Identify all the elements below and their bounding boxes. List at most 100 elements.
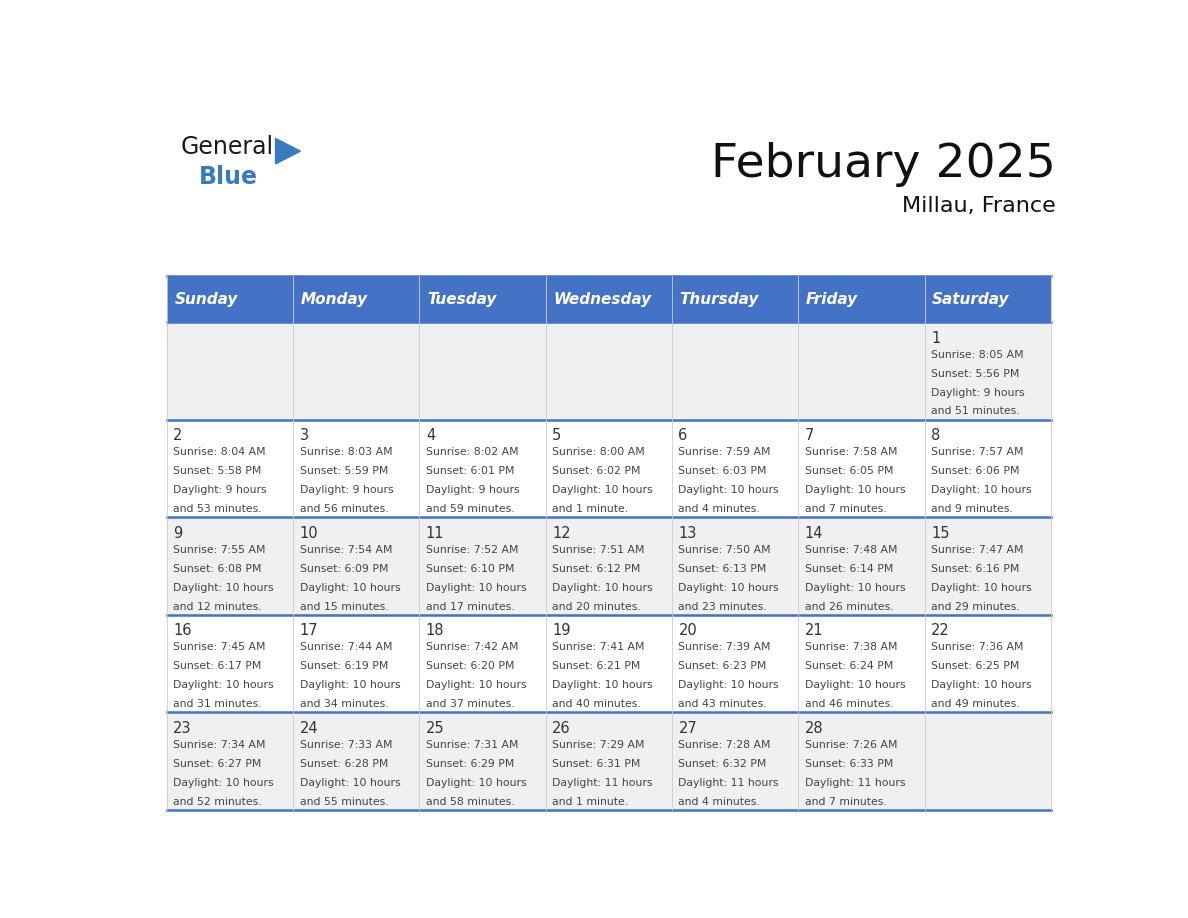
Text: Daylight: 10 hours: Daylight: 10 hours: [552, 485, 652, 495]
FancyBboxPatch shape: [166, 420, 293, 518]
Text: Daylight: 10 hours: Daylight: 10 hours: [173, 778, 274, 788]
Text: Sunrise: 7:50 AM: Sunrise: 7:50 AM: [678, 544, 771, 554]
Text: Daylight: 10 hours: Daylight: 10 hours: [173, 680, 274, 690]
FancyBboxPatch shape: [545, 276, 672, 322]
Text: Sunrise: 7:38 AM: Sunrise: 7:38 AM: [804, 643, 897, 653]
Text: 24: 24: [299, 721, 318, 736]
Text: Millau, France: Millau, France: [902, 196, 1055, 217]
Text: Daylight: 10 hours: Daylight: 10 hours: [678, 680, 779, 690]
Text: Sunrise: 7:42 AM: Sunrise: 7:42 AM: [425, 643, 518, 653]
Text: 18: 18: [425, 623, 444, 638]
Text: Friday: Friday: [805, 292, 858, 307]
FancyBboxPatch shape: [545, 322, 672, 420]
FancyBboxPatch shape: [166, 322, 293, 420]
Text: Daylight: 10 hours: Daylight: 10 hours: [931, 583, 1031, 593]
Text: and 37 minutes.: and 37 minutes.: [425, 700, 514, 709]
FancyBboxPatch shape: [293, 712, 419, 810]
Text: Daylight: 10 hours: Daylight: 10 hours: [552, 583, 652, 593]
FancyBboxPatch shape: [293, 420, 419, 518]
Text: Daylight: 10 hours: Daylight: 10 hours: [173, 583, 274, 593]
Text: Daylight: 10 hours: Daylight: 10 hours: [425, 778, 526, 788]
Text: Sunrise: 7:29 AM: Sunrise: 7:29 AM: [552, 740, 645, 750]
Text: and 1 minute.: and 1 minute.: [552, 504, 628, 514]
Text: Sunset: 6:06 PM: Sunset: 6:06 PM: [931, 466, 1019, 476]
Text: Sunset: 6:03 PM: Sunset: 6:03 PM: [678, 466, 767, 476]
Text: Sunset: 6:12 PM: Sunset: 6:12 PM: [552, 564, 640, 574]
Text: 14: 14: [804, 526, 823, 541]
Text: and 46 minutes.: and 46 minutes.: [804, 700, 893, 709]
Text: Daylight: 10 hours: Daylight: 10 hours: [299, 680, 400, 690]
Text: 22: 22: [931, 623, 949, 638]
FancyBboxPatch shape: [293, 615, 419, 712]
Text: Daylight: 9 hours: Daylight: 9 hours: [173, 485, 267, 495]
Text: Sunset: 6:09 PM: Sunset: 6:09 PM: [299, 564, 388, 574]
Text: 10: 10: [299, 526, 318, 541]
Text: Sunrise: 8:03 AM: Sunrise: 8:03 AM: [299, 447, 392, 457]
Text: 8: 8: [931, 428, 940, 443]
Text: and 40 minutes.: and 40 minutes.: [552, 700, 640, 709]
FancyBboxPatch shape: [166, 276, 293, 322]
Text: and 26 minutes.: and 26 minutes.: [804, 601, 893, 611]
Text: Sunrise: 7:45 AM: Sunrise: 7:45 AM: [173, 643, 266, 653]
FancyBboxPatch shape: [166, 712, 293, 810]
Text: 21: 21: [804, 623, 823, 638]
Text: Sunset: 6:25 PM: Sunset: 6:25 PM: [931, 661, 1019, 671]
Text: Sunset: 6:05 PM: Sunset: 6:05 PM: [804, 466, 893, 476]
Text: Daylight: 9 hours: Daylight: 9 hours: [931, 387, 1024, 397]
Text: Sunset: 5:58 PM: Sunset: 5:58 PM: [173, 466, 261, 476]
Text: Sunset: 6:13 PM: Sunset: 6:13 PM: [678, 564, 766, 574]
Text: Sunrise: 7:57 AM: Sunrise: 7:57 AM: [931, 447, 1024, 457]
Text: 27: 27: [678, 721, 697, 736]
Text: 12: 12: [552, 526, 570, 541]
FancyBboxPatch shape: [166, 518, 293, 615]
Text: and 4 minutes.: and 4 minutes.: [678, 797, 760, 807]
Text: Daylight: 10 hours: Daylight: 10 hours: [804, 485, 905, 495]
Text: Daylight: 10 hours: Daylight: 10 hours: [425, 583, 526, 593]
Text: and 29 minutes.: and 29 minutes.: [931, 601, 1019, 611]
Polygon shape: [276, 139, 301, 164]
FancyBboxPatch shape: [672, 518, 798, 615]
Text: and 52 minutes.: and 52 minutes.: [173, 797, 263, 807]
Text: 23: 23: [173, 721, 191, 736]
Text: Sunset: 6:14 PM: Sunset: 6:14 PM: [804, 564, 893, 574]
Text: and 56 minutes.: and 56 minutes.: [299, 504, 388, 514]
Text: and 58 minutes.: and 58 minutes.: [425, 797, 514, 807]
Text: and 12 minutes.: and 12 minutes.: [173, 601, 263, 611]
Text: Sunset: 6:27 PM: Sunset: 6:27 PM: [173, 759, 261, 768]
FancyBboxPatch shape: [545, 615, 672, 712]
Text: 28: 28: [804, 721, 823, 736]
FancyBboxPatch shape: [293, 322, 419, 420]
FancyBboxPatch shape: [798, 518, 924, 615]
Text: Sunrise: 8:04 AM: Sunrise: 8:04 AM: [173, 447, 266, 457]
Text: Sunrise: 7:33 AM: Sunrise: 7:33 AM: [299, 740, 392, 750]
Text: 13: 13: [678, 526, 697, 541]
Text: and 43 minutes.: and 43 minutes.: [678, 700, 767, 709]
Text: Sunset: 6:16 PM: Sunset: 6:16 PM: [931, 564, 1019, 574]
Text: Sunrise: 7:58 AM: Sunrise: 7:58 AM: [804, 447, 897, 457]
Text: 19: 19: [552, 623, 570, 638]
Text: Daylight: 10 hours: Daylight: 10 hours: [678, 583, 779, 593]
Text: and 34 minutes.: and 34 minutes.: [299, 700, 388, 709]
Text: Sunset: 6:33 PM: Sunset: 6:33 PM: [804, 759, 893, 768]
Text: Sunset: 6:32 PM: Sunset: 6:32 PM: [678, 759, 766, 768]
Text: and 49 minutes.: and 49 minutes.: [931, 700, 1019, 709]
FancyBboxPatch shape: [545, 420, 672, 518]
Text: 26: 26: [552, 721, 570, 736]
Text: Sunset: 6:28 PM: Sunset: 6:28 PM: [299, 759, 388, 768]
FancyBboxPatch shape: [419, 615, 545, 712]
Text: February 2025: February 2025: [710, 142, 1055, 187]
Text: Sunset: 6:08 PM: Sunset: 6:08 PM: [173, 564, 261, 574]
FancyBboxPatch shape: [419, 712, 545, 810]
Text: Sunrise: 7:39 AM: Sunrise: 7:39 AM: [678, 643, 771, 653]
Text: Sunset: 6:23 PM: Sunset: 6:23 PM: [678, 661, 766, 671]
FancyBboxPatch shape: [419, 276, 545, 322]
Text: Saturday: Saturday: [931, 292, 1010, 307]
Text: Sunrise: 7:26 AM: Sunrise: 7:26 AM: [804, 740, 897, 750]
FancyBboxPatch shape: [672, 712, 798, 810]
Text: 20: 20: [678, 623, 697, 638]
Text: 3: 3: [299, 428, 309, 443]
Text: Daylight: 10 hours: Daylight: 10 hours: [425, 680, 526, 690]
Text: Sunset: 6:02 PM: Sunset: 6:02 PM: [552, 466, 640, 476]
Text: 4: 4: [425, 428, 435, 443]
Text: General: General: [181, 135, 274, 159]
